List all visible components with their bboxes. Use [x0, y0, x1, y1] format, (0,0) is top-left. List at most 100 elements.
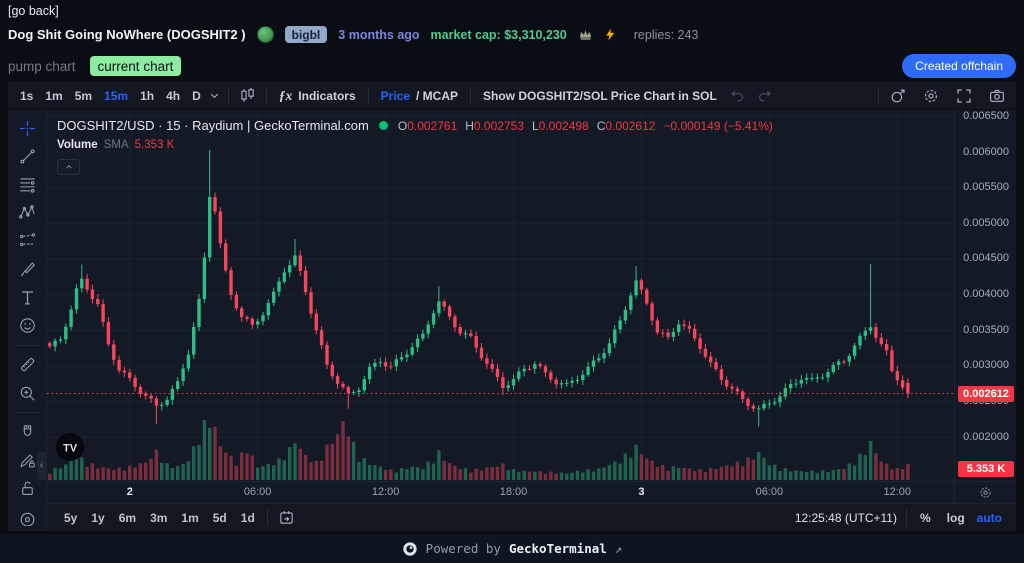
legend-collapse-button[interactable] [57, 159, 80, 175]
range-5d[interactable]: 5d [206, 511, 234, 525]
timeframe-group: 1s 1m 5m 15m 1h 4h D [14, 84, 207, 108]
time-axis[interactable]: 2 06:00 12:00 18:00 3 06:00 12:00 [47, 482, 954, 503]
time-tick: 3 [638, 486, 645, 498]
range-6m[interactable]: 6m [112, 511, 143, 525]
quick-search-icon[interactable] [884, 84, 911, 108]
price-tick: 0.002000 [963, 430, 1009, 443]
chart-plot-area[interactable]: DOGSHIT2/USD · 15 · Raydium | GeckoTermi… [47, 110, 954, 481]
price-tick: 0.006000 [963, 145, 1009, 158]
fib-retracement-tool[interactable] [8, 170, 46, 198]
measure-ruler-tool[interactable] [8, 351, 46, 379]
lock-all-tool[interactable] [8, 475, 46, 503]
xabcd-pattern-tool[interactable] [8, 199, 46, 227]
snapshot-camera-icon[interactable] [983, 84, 1010, 108]
tab-current-chart[interactable]: current chart [89, 56, 182, 76]
range-1m[interactable]: 1m [174, 511, 205, 525]
token-age: 3 months ago [338, 27, 420, 42]
fx-icon: ƒx [278, 87, 293, 103]
candle-style-button[interactable] [234, 84, 261, 108]
divider [14, 344, 40, 346]
svg-text:TV: TV [63, 443, 78, 455]
timeframe-1m[interactable]: 1m [39, 84, 68, 108]
price-axis[interactable]: 0.006500 0.006000 0.005500 0.005000 0.004500… [954, 110, 1016, 481]
fullscreen-icon[interactable] [950, 84, 977, 108]
clock-readout[interactable]: 12:25:48 (UTC+11) [794, 510, 897, 525]
drawing-lock-tool[interactable] [8, 446, 46, 474]
price-tick: 0.005000 [963, 216, 1009, 229]
time-tick: 06:00 [755, 486, 784, 498]
geckoterminal-link[interactable]: GeckoTerminal [508, 541, 607, 556]
text-tool[interactable] [8, 283, 46, 311]
token-header: Dog Shit Going NoWhere (DOGSHIT2 ) bigbl… [8, 26, 698, 43]
timeframe-1s[interactable]: 1s [14, 84, 39, 108]
brush-tool[interactable] [8, 255, 46, 283]
current-price-badge: 0.002612 [958, 385, 1014, 402]
trend-line-tool[interactable] [8, 142, 46, 170]
range-5y[interactable]: 5y [57, 511, 84, 525]
replies-count: replies: 243 [633, 27, 699, 42]
external-link-arrow[interactable]: ↗ [614, 541, 623, 556]
created-offchain-button[interactable]: Created offchain [902, 54, 1016, 78]
token-title: Dog Shit Going NoWhere (DOGSHIT2 ) [8, 27, 246, 42]
settings-gear-icon[interactable] [917, 84, 944, 108]
timeframe-dropdown-icon[interactable] [207, 84, 223, 108]
crosshair-tool[interactable] [8, 114, 46, 142]
magnet-tool[interactable] [8, 418, 46, 446]
chart-legend: DOGSHIT2/USD · 15 · Raydium | GeckoTermi… [57, 118, 773, 133]
symbol-title[interactable]: DOGSHIT2/USD · 15 · Raydium | GeckoTermi… [57, 118, 369, 133]
range-1y[interactable]: 1y [84, 511, 111, 525]
divider [905, 509, 907, 526]
price-tick: 0.003500 [963, 323, 1009, 336]
time-tick: 12:00 [371, 486, 400, 498]
candlestick-chart [47, 110, 954, 481]
sol-chart-toggle[interactable]: Show DOGSHIT2/SOL Price Chart in SOL [476, 84, 724, 108]
timeframe-4h[interactable]: 4h [160, 84, 186, 108]
zoom-in-tool[interactable] [8, 379, 46, 407]
volume-badge: 5.353 K [958, 461, 1014, 477]
percent-scale-button[interactable]: % [912, 511, 939, 525]
undo-button[interactable] [724, 84, 751, 108]
go-to-date-icon[interactable] [273, 506, 300, 530]
tradingview-logo[interactable]: TV [55, 432, 85, 462]
projection-tool[interactable] [8, 227, 46, 255]
drawing-toolbar: ‹ [8, 110, 47, 531]
time-axis-row: 2 06:00 12:00 18:00 3 06:00 12:00 [47, 481, 1016, 503]
tab-pump-chart[interactable]: pump chart [8, 58, 76, 74]
timeframe-1h[interactable]: 1h [134, 84, 160, 108]
creator-badge[interactable]: bigbl [284, 26, 328, 43]
divider [14, 412, 40, 414]
chart-toolbar: 1s 1m 5m 15m 1h 4h D ƒx Indicators Price / MCAP … [8, 82, 1016, 110]
range-group: 5y 1y 6m 3m 1m 5d 1d [57, 511, 262, 525]
log-scale-button[interactable]: log [939, 511, 973, 525]
go-back-link[interactable]: [go back] [8, 4, 59, 18]
redo-button[interactable] [751, 84, 778, 108]
sidebar-collapse-handle[interactable]: ‹ [37, 452, 46, 480]
price-mcap-toggle[interactable]: Price / MCAP [374, 84, 465, 108]
price-tick: 0.006500 [963, 109, 1009, 122]
crown-icon [578, 27, 593, 42]
auto-scale-button[interactable]: auto [973, 511, 1006, 525]
divider [367, 87, 369, 104]
price-tick: 0.003000 [963, 359, 1009, 372]
range-3m[interactable]: 3m [143, 511, 174, 525]
chart-row: DOGSHIT2/USD · 15 · Raydium | GeckoTermi… [47, 110, 1016, 481]
timeframe-5m[interactable]: 5m [69, 84, 98, 108]
axis-settings-corner [954, 482, 1016, 503]
lightning-icon [604, 27, 617, 42]
divider [265, 87, 267, 104]
time-tick: 2 [126, 486, 133, 498]
chart-widget: 1s 1m 5m 15m 1h 4h D ƒx Indicators Price / MCAP … [8, 82, 1016, 531]
emoji-tool[interactable] [8, 312, 46, 340]
divider [470, 87, 471, 104]
volume-legend: Volume SMA 5.353 K [57, 139, 175, 151]
indicators-button[interactable]: ƒx Indicators [272, 84, 363, 108]
timeframe-15m[interactable]: 15m [98, 84, 134, 108]
timeframe-D[interactable]: D [186, 84, 207, 108]
ohlc-values: O0.002761 H0.002753 L0.002498 C0.002612 … [397, 118, 773, 133]
axis-gear-icon[interactable] [978, 485, 993, 500]
hide-drawings-tool[interactable] [8, 503, 46, 531]
price-tick: 0.004500 [963, 252, 1009, 265]
price-change: −0.000149 (−5.41%) [663, 118, 773, 133]
time-tick: 06:00 [243, 486, 272, 498]
range-1d[interactable]: 1d [234, 511, 262, 525]
